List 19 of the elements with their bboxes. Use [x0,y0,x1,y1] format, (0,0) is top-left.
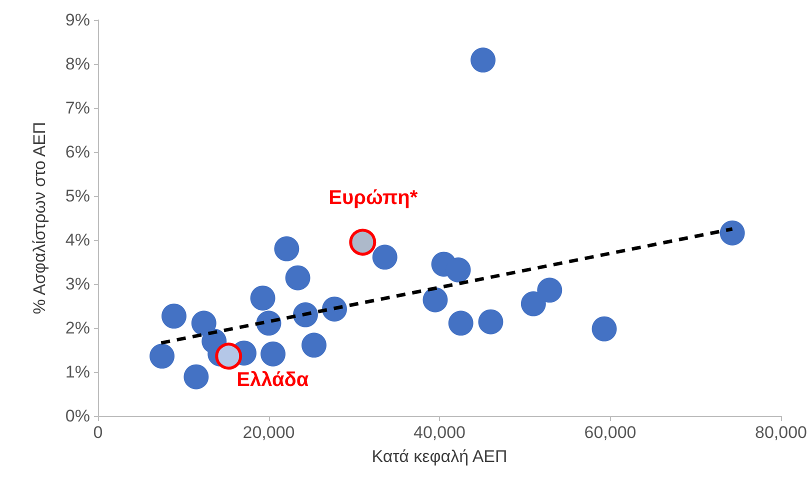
y-tick-label: 5% [65,186,90,206]
x-tick-label: 80,000 [755,423,807,442]
x-tick-label: 60,000 [584,423,636,442]
y-tick-label: 7% [65,98,90,118]
y-tick-label: 8% [65,54,90,74]
y-tick-label: 1% [65,362,90,382]
y-axis-title: % Ασφαλίστρων στο ΑΕΠ [30,122,49,314]
x-tick-label: 20,000 [242,423,295,442]
annotation: Ελλάδα [236,369,310,392]
annotation: Ευρώπη* [328,187,418,210]
y-tick-label: 3% [65,274,90,294]
x-tick-label: 40,000 [414,423,466,442]
y-tick-label: 4% [65,230,90,250]
y-tick-label: 6% [65,142,90,162]
x-tick-label: 0 [93,423,103,442]
y-tick-label: 9% [65,10,90,30]
y-tick-label: 0% [65,406,90,426]
y-tick-label: 2% [65,318,90,338]
x-axis-title: Κατά κεφαλή ΑΕΠ [372,447,508,466]
